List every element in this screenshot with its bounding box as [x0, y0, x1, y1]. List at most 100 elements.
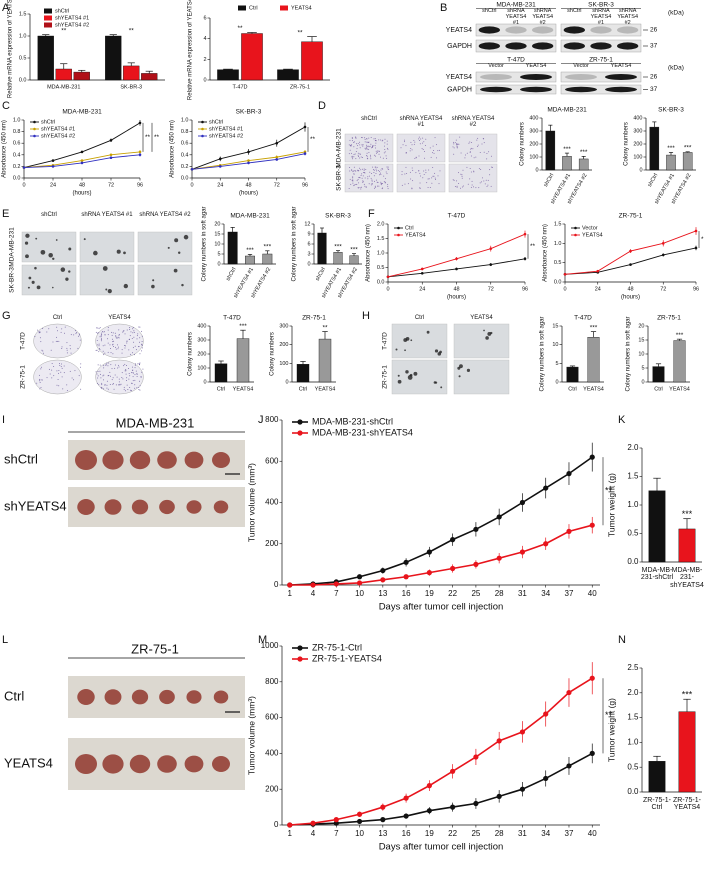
bar	[652, 366, 665, 383]
colony	[405, 152, 407, 154]
colony	[471, 142, 473, 144]
y-tick-label: 400	[529, 115, 538, 121]
colony	[56, 340, 58, 342]
colony	[359, 144, 361, 146]
colony	[126, 340, 128, 342]
point	[303, 152, 307, 155]
plate	[391, 359, 448, 395]
colony	[111, 368, 113, 370]
colony	[360, 156, 362, 158]
colony	[456, 144, 458, 146]
significance: **	[61, 27, 67, 34]
colony	[111, 334, 113, 336]
colony	[27, 286, 30, 289]
colony	[373, 154, 375, 156]
x-tick-label: 31	[518, 589, 527, 598]
chart-title: MDA-MB-231	[547, 107, 587, 114]
blot-group-label: MDA-MB-231	[496, 2, 536, 9]
colony	[362, 145, 364, 147]
colony	[437, 352, 442, 356]
colony	[140, 376, 142, 378]
x-tick-label: 40	[588, 829, 597, 838]
colony	[438, 149, 440, 151]
colony	[39, 388, 41, 390]
chart-title: ZR-75-1	[657, 315, 681, 322]
y-tick-label: 2	[203, 57, 206, 63]
colony	[370, 172, 372, 174]
colony	[351, 140, 353, 142]
colony	[419, 182, 421, 184]
y-tick-label: 100	[279, 361, 288, 367]
panel-letter: C	[2, 100, 10, 112]
colony	[132, 380, 134, 382]
colony	[433, 150, 435, 152]
colony	[461, 186, 463, 188]
colony	[36, 285, 41, 290]
colony	[433, 152, 435, 154]
legend-label: shCtrl	[209, 119, 223, 125]
x-tick-label: YEATS4	[583, 386, 604, 392]
y-tick-label: 0.5	[19, 55, 27, 61]
colony	[366, 144, 368, 146]
colony	[348, 188, 350, 190]
colony	[354, 170, 356, 172]
point	[80, 161, 84, 165]
colony	[50, 349, 52, 351]
chart-title: T-47D	[223, 315, 241, 322]
colony	[107, 289, 112, 294]
colony	[130, 331, 132, 333]
point	[450, 804, 456, 810]
tumor	[213, 690, 229, 704]
bar	[123, 65, 140, 81]
colony	[49, 373, 51, 375]
colony	[387, 188, 389, 190]
colony	[411, 188, 413, 190]
bar	[227, 231, 238, 265]
plate-column-label: Ctrl	[414, 315, 425, 321]
point	[661, 253, 665, 257]
colony	[128, 372, 130, 374]
colony	[409, 171, 411, 173]
tumor	[131, 689, 149, 705]
colony	[453, 153, 455, 155]
y-axis-label: Colony numbers in soft agar	[202, 206, 208, 281]
colony	[96, 327, 98, 329]
y-tick-label: 0	[203, 379, 206, 385]
blot-row-label: GAPDH	[447, 43, 472, 50]
point	[356, 574, 363, 580]
legend-marker	[297, 419, 303, 425]
colony	[134, 345, 136, 347]
line	[289, 524, 593, 586]
colony	[359, 167, 361, 169]
y-tick-label: 0.5	[554, 260, 562, 266]
colony	[134, 354, 136, 356]
colony	[59, 363, 61, 365]
colony	[68, 270, 71, 273]
colony	[98, 343, 100, 345]
x-tick-label: 0	[22, 182, 25, 188]
colony	[138, 388, 140, 390]
x-tick-label: 28	[495, 829, 504, 838]
y-tick-label: 0.0	[627, 557, 639, 566]
colony	[478, 187, 480, 189]
tumor	[157, 451, 177, 469]
x-tick-label: shCtrl	[543, 173, 555, 188]
colony	[105, 364, 107, 366]
x-tick-label: MDA-MB-231-shCtrl	[640, 567, 674, 582]
point	[303, 125, 307, 129]
colony	[412, 169, 414, 171]
colony	[58, 385, 60, 387]
colony	[356, 148, 358, 150]
colony	[477, 145, 479, 147]
colony	[34, 336, 36, 338]
colony	[378, 139, 380, 141]
colony	[427, 186, 429, 188]
bar	[318, 338, 332, 383]
legend-swatch	[238, 5, 246, 11]
colony	[137, 363, 139, 365]
colony	[375, 170, 377, 172]
colony	[368, 175, 370, 177]
x-tick-label: 24	[595, 286, 601, 292]
colony	[384, 138, 386, 140]
colony	[103, 388, 105, 390]
